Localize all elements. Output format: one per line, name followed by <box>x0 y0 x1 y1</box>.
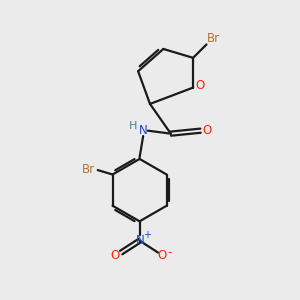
Text: O: O <box>195 79 204 92</box>
Text: Br: Br <box>82 163 95 176</box>
Text: O: O <box>202 124 212 137</box>
Text: O: O <box>157 249 167 262</box>
Text: +: + <box>143 230 151 240</box>
Text: O: O <box>111 249 120 262</box>
Text: N: N <box>136 234 145 247</box>
Text: -: - <box>168 246 172 259</box>
Text: H: H <box>129 121 137 131</box>
Text: N: N <box>139 124 148 137</box>
Text: Br: Br <box>207 32 220 45</box>
